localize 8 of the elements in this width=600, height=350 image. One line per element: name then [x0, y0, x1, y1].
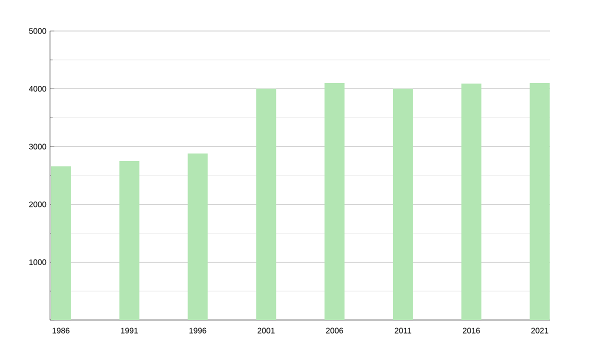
bar: [188, 154, 208, 320]
bar: [461, 84, 482, 320]
bar: [530, 83, 550, 320]
bar: [392, 88, 413, 320]
bar: [50, 166, 71, 320]
bar: [119, 161, 140, 320]
bar: [324, 83, 345, 320]
bar: [256, 88, 276, 320]
